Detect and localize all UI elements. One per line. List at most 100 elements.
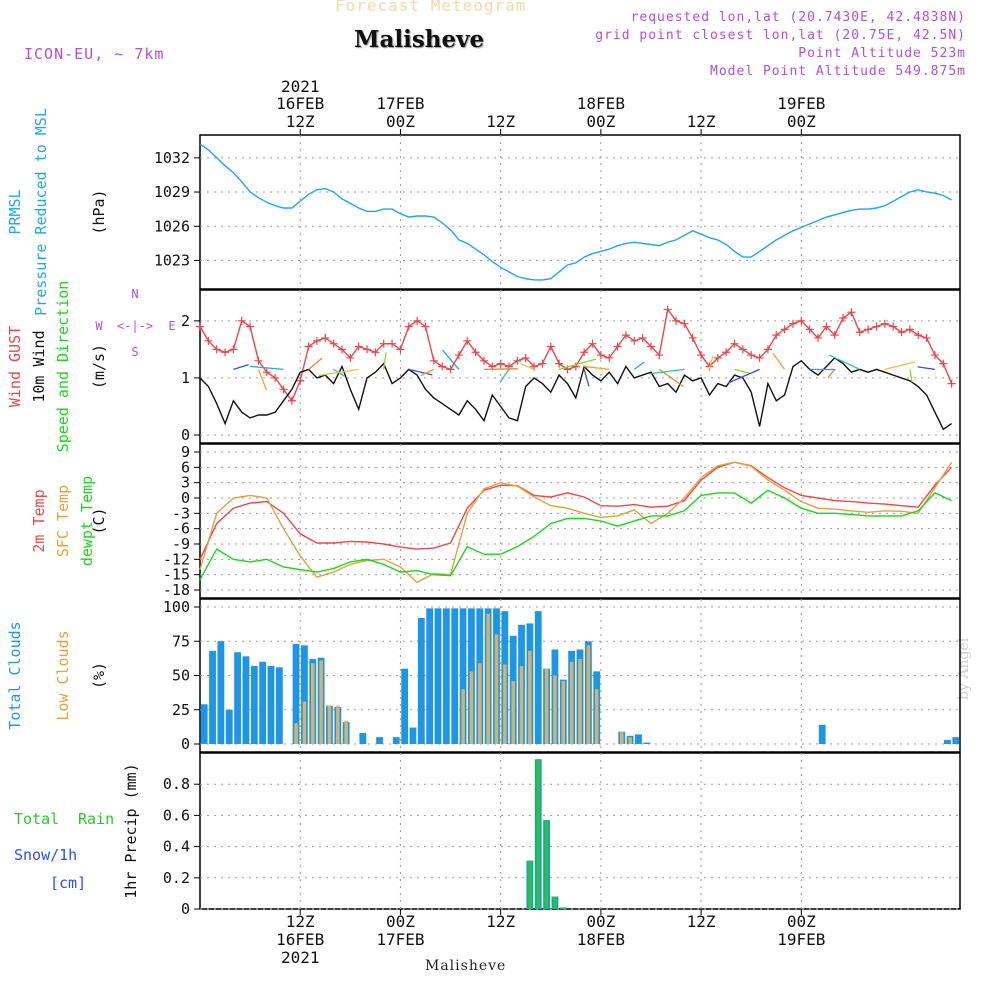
top-axis-date: 16FEB [276,94,324,113]
wind-direction-arrow [383,352,387,370]
wind-direction-arrow [420,368,435,377]
gust-marker [864,325,873,334]
clouds-bar [234,652,242,744]
wind-direction-arrow [308,357,323,370]
top-axis-date: 19FEB [777,94,825,113]
wind-direction-arrow [727,368,760,384]
clouds-bar [503,664,507,744]
temperature-frame [199,443,961,599]
wind-direction-arrow [257,369,268,391]
temperature-ytick-label: -6 [172,520,190,538]
clouds-bar [417,617,425,744]
gust-marker [262,368,271,377]
precipitation-ytick-label: 0.8 [163,775,190,793]
clouds-bar [519,665,524,744]
temperature-series-line [199,461,953,560]
precipitation-panel: 0 0.2 0.4 0.6 0.8 1hr Precip (mm) [122,752,961,918]
bottom-axis-time: 00Z [586,912,615,931]
top-axis-time: 00Z [787,112,816,131]
gust-marker [880,319,889,328]
wind-direction-arrow [583,369,590,387]
clouds-bar [553,675,557,744]
clouds-bar [310,663,315,744]
gust-marker [822,322,831,331]
gust-marker [855,328,864,337]
top-axis-year: 2021 [281,77,320,96]
temperature-series-line [199,461,953,584]
precipitation-unit-label: 1hr Precip (mm) [122,763,140,898]
temperature-ytick-label: 3 [181,474,190,492]
wind-direction-arrow [500,368,510,383]
precipitation-ytick-label: 0.2 [163,869,190,887]
wind-direction-arrow [828,354,861,370]
pressure-frame [199,134,961,290]
wind-frame [199,289,961,444]
gust-marker [446,365,455,374]
clouds-bar [818,724,826,744]
wind-panel: 0 1 2 (m/s) Wind GUST 10m Wind Speed and Direc… [6,281,961,452]
gust-marker [546,342,555,351]
gust-marker [788,319,797,328]
gust-marker [521,353,530,362]
wind-direction-arrow [318,368,359,377]
clouds-bar [409,727,417,744]
gust-marker [638,333,647,342]
wind-direction-arrow [827,368,836,379]
gust-marker [429,356,438,365]
gust-marker [839,313,848,322]
gust-marker [513,356,522,365]
gust-marker [555,359,564,368]
gust-marker [889,322,898,331]
gust-marker [646,342,655,351]
clouds-bar [401,668,409,744]
clouds-bar [569,661,574,744]
gust-marker [747,351,756,360]
gust-marker [413,316,422,325]
gust-marker [738,345,747,354]
clouds-bar [534,611,542,744]
wind-ytick-label: 2 [181,312,190,330]
bottom-axis-date: 17FEB [376,930,424,949]
temperature-ytick-label: -12 [163,550,190,568]
clouds-bar [578,659,582,744]
precipitation-ytick-label: 0 [181,900,190,918]
clouds-bar [225,709,233,744]
bottom-axis-date: 16FEB [276,930,324,949]
wind-direction-arrow [233,363,249,370]
gust-marker [371,348,380,357]
clouds-bar [376,737,383,744]
gust-marker [271,373,280,382]
gust-marker [872,322,881,331]
super-title: Forecast Meteogram [335,0,527,15]
gust-marker [337,345,346,354]
gust-marker [321,333,330,342]
gust-marker [580,348,589,357]
wind-direction-arrow [633,361,645,370]
clouds-side-label: Total Clouds [6,621,24,729]
total-label: Total [14,810,59,828]
clouds-bar [336,705,340,744]
gust-marker [246,322,255,331]
clouds-bar [952,737,960,744]
gust-marker [621,331,630,340]
clouds-bar [643,742,651,744]
gust-marker [930,351,939,360]
clouds-bar [635,734,642,744]
snow-label: Snow/1h [14,846,77,864]
model-point-altitude: Model Point Altitude 549.875m [710,64,966,79]
clouds-bar [327,705,332,744]
grid-point-coords: grid point closest lon,lat (20.75E, 42.5… [595,28,966,43]
clouds-bar [442,608,450,744]
gust-marker [680,319,689,328]
clouds-bar [586,645,591,744]
gust-marker [605,353,614,362]
gust-marker [312,336,321,345]
gust-marker [329,339,338,348]
temperature-ytick-label: -15 [163,566,190,584]
clouds-bar [451,608,459,744]
wind-direction-arrow [483,368,518,371]
gust-marker [229,345,238,354]
clouds-bar [944,739,951,744]
precipitation-bar [528,860,532,909]
